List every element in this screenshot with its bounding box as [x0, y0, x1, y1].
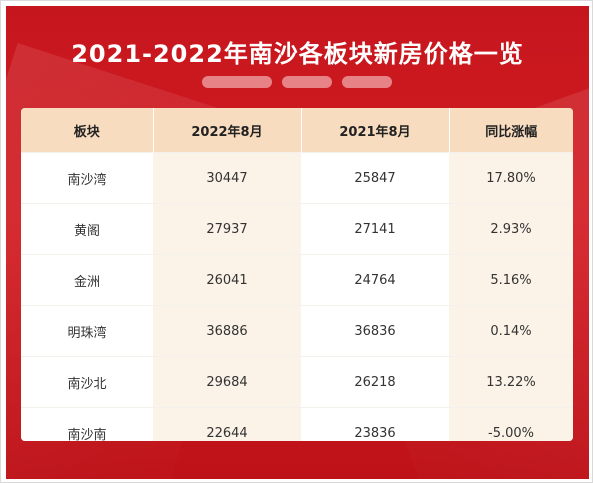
cell-district: 金洲: [21, 254, 153, 306]
header-district: 板块: [21, 108, 154, 153]
header-2021-aug: 2021年8月: [301, 108, 450, 153]
header-yoy-change: 同比涨幅: [449, 108, 573, 153]
poster-title: 2021-2022年南沙各板块新房价格一览: [71, 40, 524, 68]
cell-2022-price: 36886: [153, 305, 301, 357]
cell-yoy-change: 0.14%: [449, 305, 573, 357]
cell-2022-price: 26041: [153, 254, 301, 306]
cell-2022-price: 30447: [153, 152, 301, 204]
blur-segment: [202, 76, 272, 88]
cell-2021-price: 24764: [301, 254, 449, 306]
cell-2021-price: 23836: [301, 407, 449, 441]
cell-yoy-change: -5.00%: [449, 407, 573, 441]
cell-2021-price: 27141: [301, 203, 449, 255]
blurred-subtitle: [202, 76, 392, 88]
cell-yoy-change: 5.16%: [449, 254, 573, 306]
cell-yoy-change: 17.80%: [449, 152, 573, 204]
table-row: 南沙湾 30447 25847 17.80%: [21, 152, 573, 204]
price-table: 板块 2022年8月 2021年8月 同比涨幅 南沙湾 30447 25847 …: [21, 108, 573, 441]
cell-district: 明珠湾: [21, 305, 153, 357]
table-row: 南沙南 22644 23836 -5.00%: [21, 407, 573, 441]
cell-2022-price: 29684: [153, 356, 301, 408]
table-row: 黄阁 27937 27141 2.93%: [21, 203, 573, 255]
poster-background: 2021-2022年南沙各板块新房价格一览 板块 2022年8月 2021年8月…: [6, 6, 589, 479]
blur-segment: [342, 76, 392, 88]
table-row: 明珠湾 36886 36836 0.14%: [21, 305, 573, 357]
cell-district: 黄阁: [21, 203, 153, 255]
cell-district: 南沙南: [21, 407, 153, 441]
cell-yoy-change: 13.22%: [449, 356, 573, 408]
cell-2021-price: 26218: [301, 356, 449, 408]
blur-segment: [282, 76, 332, 88]
table-header-row: 板块 2022年8月 2021年8月 同比涨幅: [21, 108, 573, 153]
cell-district: 南沙湾: [21, 152, 153, 204]
header-2022-aug: 2022年8月: [153, 108, 302, 153]
price-table-card: 板块 2022年8月 2021年8月 同比涨幅 南沙湾 30447 25847 …: [21, 108, 573, 441]
cell-2021-price: 25847: [301, 152, 449, 204]
cell-2022-price: 27937: [153, 203, 301, 255]
table-row: 南沙北 29684 26218 13.22%: [21, 356, 573, 408]
cell-2022-price: 22644: [153, 407, 301, 441]
cell-district: 南沙北: [21, 356, 153, 408]
cell-2021-price: 36836: [301, 305, 449, 357]
cell-yoy-change: 2.93%: [449, 203, 573, 255]
table-row: 金洲 26041 24764 5.16%: [21, 254, 573, 306]
